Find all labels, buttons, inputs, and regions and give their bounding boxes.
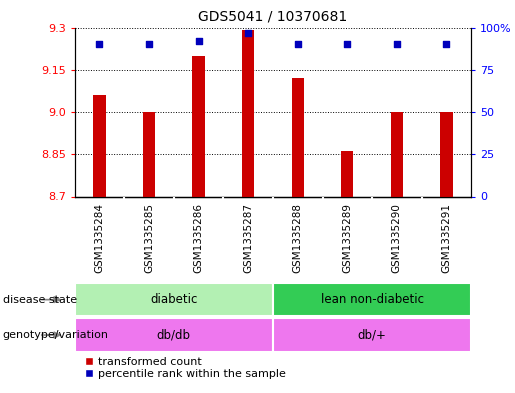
Text: GSM1335288: GSM1335288	[293, 203, 303, 273]
Text: disease state: disease state	[3, 295, 77, 305]
Point	[95, 41, 104, 48]
Bar	[440, 112, 453, 196]
Text: GSM1335287: GSM1335287	[243, 203, 253, 273]
Text: GSM1335286: GSM1335286	[194, 203, 203, 273]
Bar	[273, 283, 471, 316]
Bar	[273, 318, 471, 352]
Text: diabetic: diabetic	[150, 293, 197, 306]
Bar	[143, 112, 155, 196]
Bar	[193, 56, 205, 196]
Legend: transformed count, percentile rank within the sample: transformed count, percentile rank withi…	[80, 353, 290, 384]
Text: GSM1335290: GSM1335290	[392, 203, 402, 273]
Bar	[75, 283, 273, 316]
Bar	[391, 112, 403, 196]
Text: lean non-diabetic: lean non-diabetic	[320, 293, 423, 306]
Text: GSM1335284: GSM1335284	[94, 203, 105, 273]
Point	[442, 41, 451, 48]
Text: db/+: db/+	[357, 329, 387, 342]
Point	[393, 41, 401, 48]
Text: genotype/variation: genotype/variation	[3, 330, 109, 340]
Text: GSM1335289: GSM1335289	[342, 203, 352, 273]
Point	[145, 41, 153, 48]
Bar	[242, 30, 254, 196]
Bar	[341, 151, 353, 196]
Bar	[291, 78, 304, 196]
Point	[343, 41, 351, 48]
Text: db/db: db/db	[157, 329, 191, 342]
Point	[244, 29, 252, 36]
Text: GSM1335291: GSM1335291	[441, 203, 452, 273]
Bar	[75, 318, 273, 352]
Point	[294, 41, 302, 48]
Text: GSM1335285: GSM1335285	[144, 203, 154, 273]
Bar	[93, 95, 106, 196]
Title: GDS5041 / 10370681: GDS5041 / 10370681	[198, 9, 348, 24]
Point	[195, 38, 203, 44]
